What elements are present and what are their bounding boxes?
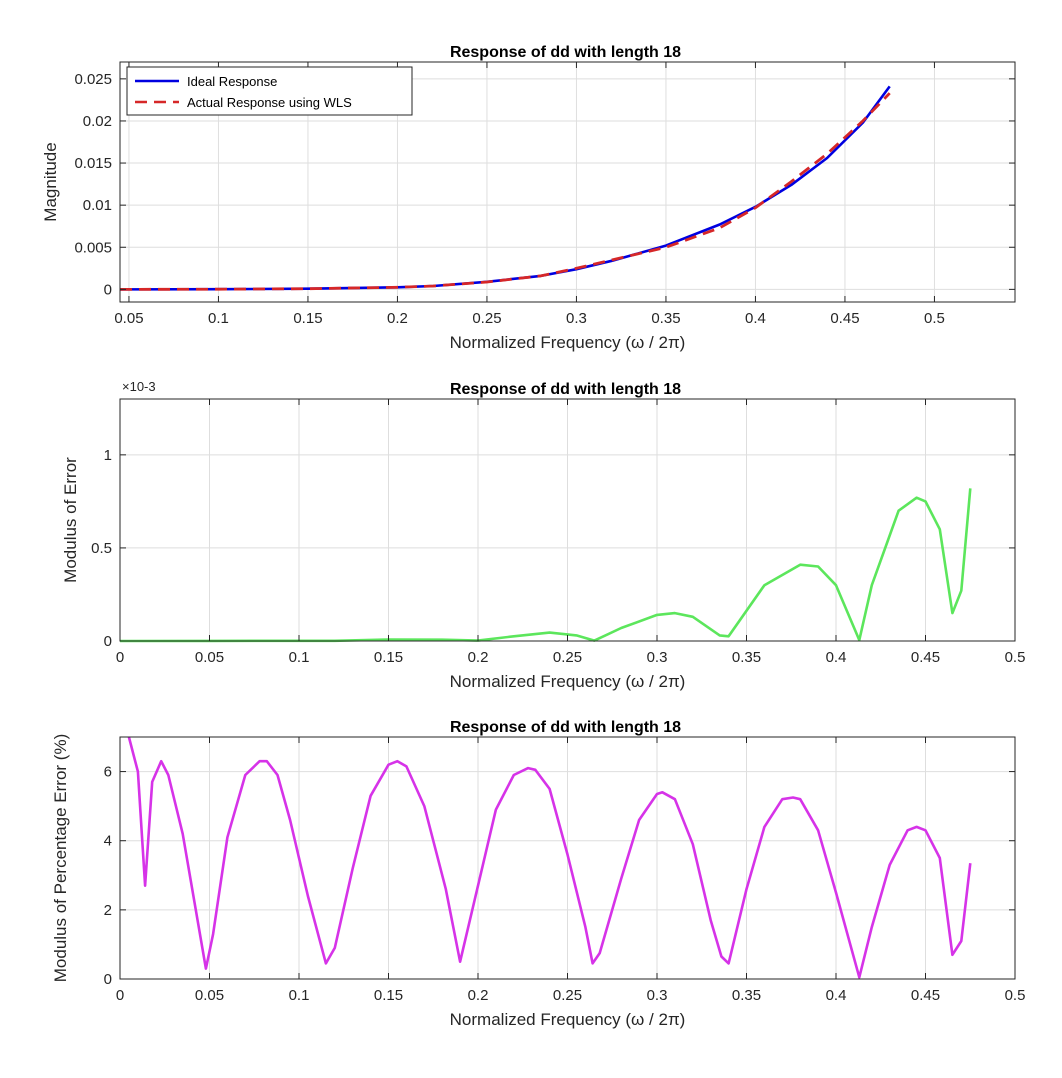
x-tick-label: 0.25 <box>553 987 582 1004</box>
x-tick-label: 0.15 <box>374 987 403 1004</box>
series-line-1 <box>119 92 891 291</box>
x-tick-label: 0.1 <box>289 987 310 1004</box>
series-line-0 <box>119 488 972 643</box>
x-tick-label: 0.45 <box>911 649 940 666</box>
y-tick-label: 0.5 <box>91 540 112 557</box>
x-tick-label: 0.2 <box>387 310 408 327</box>
chart-title: Response of dd with length 18 <box>450 381 681 398</box>
legend-box <box>126 66 413 116</box>
x-tick-label: 0 <box>116 987 124 1004</box>
legend: Ideal Response Actual Response using WLS <box>126 66 413 116</box>
chart-title: Response of dd with length 18 <box>450 719 681 736</box>
x-tick-label: 0.4 <box>826 649 847 666</box>
x-tick-label: 0.1 <box>208 310 229 327</box>
x-axis-label: Normalized Frequency (ω / 2π) <box>450 672 686 691</box>
y-exponent-label: ×10-3 <box>122 379 156 394</box>
x-tick-label: 0.5 <box>1005 987 1026 1004</box>
x-tick-label: 0.3 <box>647 649 668 666</box>
x-tick-label: 0.2 <box>468 649 489 666</box>
x-tick-label: 0.15 <box>374 649 403 666</box>
x-tick-label: 0.5 <box>1005 649 1026 666</box>
plot-frame <box>119 61 1016 303</box>
grid <box>119 399 1016 642</box>
x-tick-label: 0.35 <box>732 987 761 1004</box>
chart-error: 0 0.05 0.1 0.15 0.2 0.25 0.3 0.35 0.4 0.45 0.5 0 0.5… <box>61 379 1025 691</box>
series-line-0 <box>127 736 972 979</box>
y-axis-label: Magnitude <box>41 142 60 221</box>
chart-title: Response of dd with length 18 <box>450 44 681 61</box>
x-tick-label: 0.35 <box>732 649 761 666</box>
x-tick-label: 0.05 <box>114 310 143 327</box>
y-tick-label: 0.01 <box>83 197 112 214</box>
y-tick-label: 6 <box>104 764 112 781</box>
series-line-0 <box>119 85 891 291</box>
y-tick-label: 4 <box>104 833 112 850</box>
y-tick-label: 0.015 <box>74 155 112 172</box>
y-tick-label: 0 <box>104 281 112 298</box>
x-tick-label: 0.4 <box>745 310 766 327</box>
x-tick-label: 0.45 <box>911 987 940 1004</box>
legend-label: Ideal Response <box>187 74 277 89</box>
x-tick-label: 0.35 <box>651 310 680 327</box>
x-tick-label: 0.2 <box>468 987 489 1004</box>
x-axis-label: Normalized Frequency (ω / 2π) <box>450 333 686 352</box>
x-tick-label: 0.05 <box>195 649 224 666</box>
x-axis-label: Normalized Frequency (ω / 2π) <box>450 1010 686 1029</box>
x-tick-label: 0.1 <box>289 649 310 666</box>
y-tick-label: 0 <box>104 633 112 650</box>
y-tick-label: 0 <box>104 971 112 988</box>
x-tick-label: 0.4 <box>826 987 847 1004</box>
x-tick-label: 0.3 <box>566 310 587 327</box>
chart-magnitude: 0.05 0.1 0.15 0.2 0.25 0.3 0.35 0.4 0.45 0.5 0 0.00… <box>41 44 1016 352</box>
x-tick-label: 0.15 <box>293 310 322 327</box>
y-tick-label: 1 <box>104 447 112 464</box>
y-tick-label: 2 <box>104 902 112 919</box>
y-axis-label: Modulus of Percentage Error (%) <box>51 734 70 983</box>
y-axis-label: Modulus of Error <box>61 457 80 583</box>
y-tick-label: 0.005 <box>74 239 112 256</box>
y-tick-label: 0.02 <box>83 113 112 130</box>
x-tick-label: 0.45 <box>830 310 859 327</box>
x-tick-label: 0.3 <box>647 987 668 1004</box>
y-tick-label: 0.025 <box>74 71 112 88</box>
x-tick-label: 0 <box>116 649 124 666</box>
x-tick-label: 0.05 <box>195 987 224 1004</box>
legend-label: Actual Response using WLS <box>187 95 352 110</box>
x-tick-label: 0.5 <box>924 310 945 327</box>
chart-percentage-error: 0 0.05 0.1 0.15 0.2 0.25 0.3 0.35 0.4 0.45 0.5 0 2 4 6… <box>51 719 1025 1029</box>
x-tick-label: 0.25 <box>472 310 501 327</box>
x-tick-label: 0.25 <box>553 649 582 666</box>
